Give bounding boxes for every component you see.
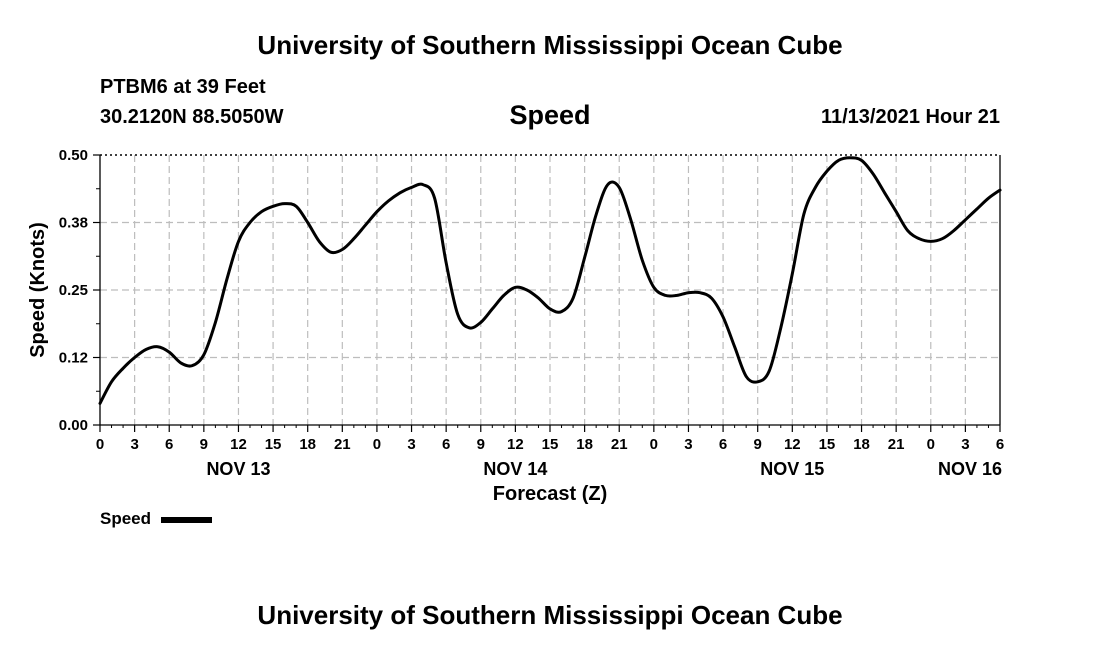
x-tick-label: 0 xyxy=(96,436,104,453)
x-tick-label: 3 xyxy=(961,436,969,453)
x-tick-label: 6 xyxy=(442,436,450,453)
x-tick-label: 18 xyxy=(576,436,593,453)
x-tick-label: 9 xyxy=(200,436,208,453)
x-tick-label: 15 xyxy=(819,436,836,453)
x-tick-label: 12 xyxy=(507,436,524,453)
x-tick-label: 21 xyxy=(611,436,628,453)
x-tick-label: 12 xyxy=(784,436,801,453)
date-label: NOV 14 xyxy=(483,459,547,479)
forecast-timestamp: 11/13/2021 Hour 21 xyxy=(820,106,1000,128)
date-label: NOV 15 xyxy=(760,459,824,479)
x-tick-label: 0 xyxy=(927,436,935,453)
x-axis-label: Forecast (Z) xyxy=(493,483,607,505)
x-tick-label: 6 xyxy=(996,436,1004,453)
date-label: NOV 16 xyxy=(938,459,1002,479)
x-tick-label: 3 xyxy=(684,436,692,453)
x-tick-label: 6 xyxy=(719,436,727,453)
y-tick-label: 0.12 xyxy=(59,350,88,367)
y-tick-label: 0.00 xyxy=(59,417,88,434)
x-tick-label: 3 xyxy=(130,436,138,453)
series-line-speed xyxy=(98,156,1002,405)
x-tick-label: 3 xyxy=(407,436,415,453)
coordinates-label: 30.2120N 88.5050W xyxy=(100,106,284,128)
x-tick-label: 0 xyxy=(650,436,658,453)
x-tick-label: 0 xyxy=(373,436,381,453)
parameter-title: Speed xyxy=(509,100,591,130)
y-tick-label: 0.50 xyxy=(59,147,88,164)
date-label: NOV 13 xyxy=(206,459,270,479)
x-tick-label: 12 xyxy=(230,436,247,453)
x-tick-label: 21 xyxy=(888,436,905,453)
station-label: PTBM6 at 39 Feet xyxy=(100,76,266,98)
x-tick-label: 9 xyxy=(754,436,762,453)
chart-header-title: University of Southern Mississippi Ocean… xyxy=(257,30,843,60)
x-tick-label: 18 xyxy=(299,436,316,453)
x-tick-label: 21 xyxy=(334,436,351,453)
y-axis-label: Speed (Knots) xyxy=(27,222,49,358)
x-tick-label: 15 xyxy=(265,436,282,453)
y-tick-label: 0.38 xyxy=(59,215,88,232)
legend-label: Speed xyxy=(100,509,152,528)
x-tick-label: 9 xyxy=(477,436,485,453)
x-tick-label: 18 xyxy=(853,436,870,453)
legend-line-swatch xyxy=(161,517,212,523)
x-tick-label: 6 xyxy=(165,436,173,453)
y-tick-label: 0.25 xyxy=(59,282,88,299)
footer-title: University of Southern Mississippi Ocean… xyxy=(257,600,843,630)
x-tick-label: 15 xyxy=(542,436,559,453)
